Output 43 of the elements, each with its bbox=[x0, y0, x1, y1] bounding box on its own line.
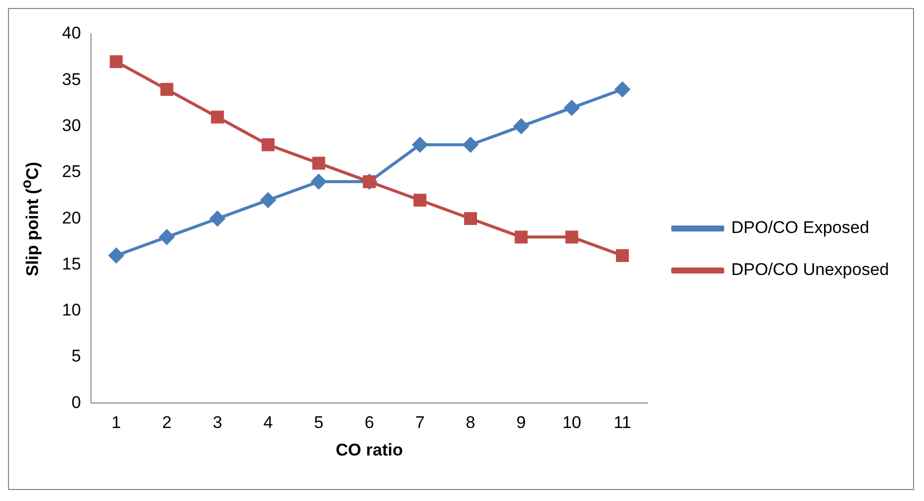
point bbox=[463, 137, 478, 152]
x-tick-label: 7 bbox=[415, 413, 425, 432]
point bbox=[614, 82, 630, 97]
x-tick-label: 8 bbox=[466, 413, 476, 432]
point bbox=[159, 230, 174, 245]
y-tick-label: 5 bbox=[71, 346, 81, 366]
x-axis-title: CO ratio bbox=[336, 440, 403, 460]
x-tick-label: 6 bbox=[364, 413, 374, 432]
point bbox=[110, 55, 123, 68]
y-tick-label: 0 bbox=[71, 392, 81, 412]
y-tick-label: 10 bbox=[62, 300, 81, 320]
point bbox=[464, 212, 477, 226]
x-tick-label: 11 bbox=[614, 413, 632, 432]
point bbox=[262, 138, 275, 152]
point bbox=[160, 82, 174, 96]
y-tick-label: 30 bbox=[62, 116, 81, 135]
y-tick-label: 35 bbox=[62, 70, 81, 89]
point bbox=[108, 248, 124, 264]
legend-label: DPO/CO Unexposed bbox=[731, 260, 890, 280]
legend-label: DPO/CO Exposed bbox=[731, 218, 870, 238]
point bbox=[564, 100, 580, 116]
x-tick-label: 10 bbox=[562, 413, 582, 432]
y-tick-label: 25 bbox=[62, 162, 81, 182]
point bbox=[413, 194, 426, 207]
x-tick-label: 4 bbox=[263, 413, 273, 432]
point bbox=[616, 249, 629, 262]
x-tick-label: 3 bbox=[212, 413, 222, 432]
point bbox=[311, 174, 326, 190]
y-tick-label: 15 bbox=[62, 254, 81, 274]
point bbox=[565, 230, 578, 244]
point bbox=[412, 137, 428, 152]
x-tick-label: 9 bbox=[516, 413, 526, 432]
y-tick-label: 20 bbox=[62, 208, 81, 228]
point bbox=[211, 110, 224, 124]
point bbox=[260, 192, 276, 208]
x-tick-label: 5 bbox=[314, 413, 324, 432]
point bbox=[514, 230, 528, 244]
y-tick-label: 40 bbox=[62, 24, 81, 43]
point bbox=[312, 156, 326, 170]
point bbox=[514, 118, 529, 134]
x-tick-label: 2 bbox=[162, 413, 172, 432]
point bbox=[210, 211, 225, 226]
x-tick-label: 1 bbox=[111, 413, 121, 432]
